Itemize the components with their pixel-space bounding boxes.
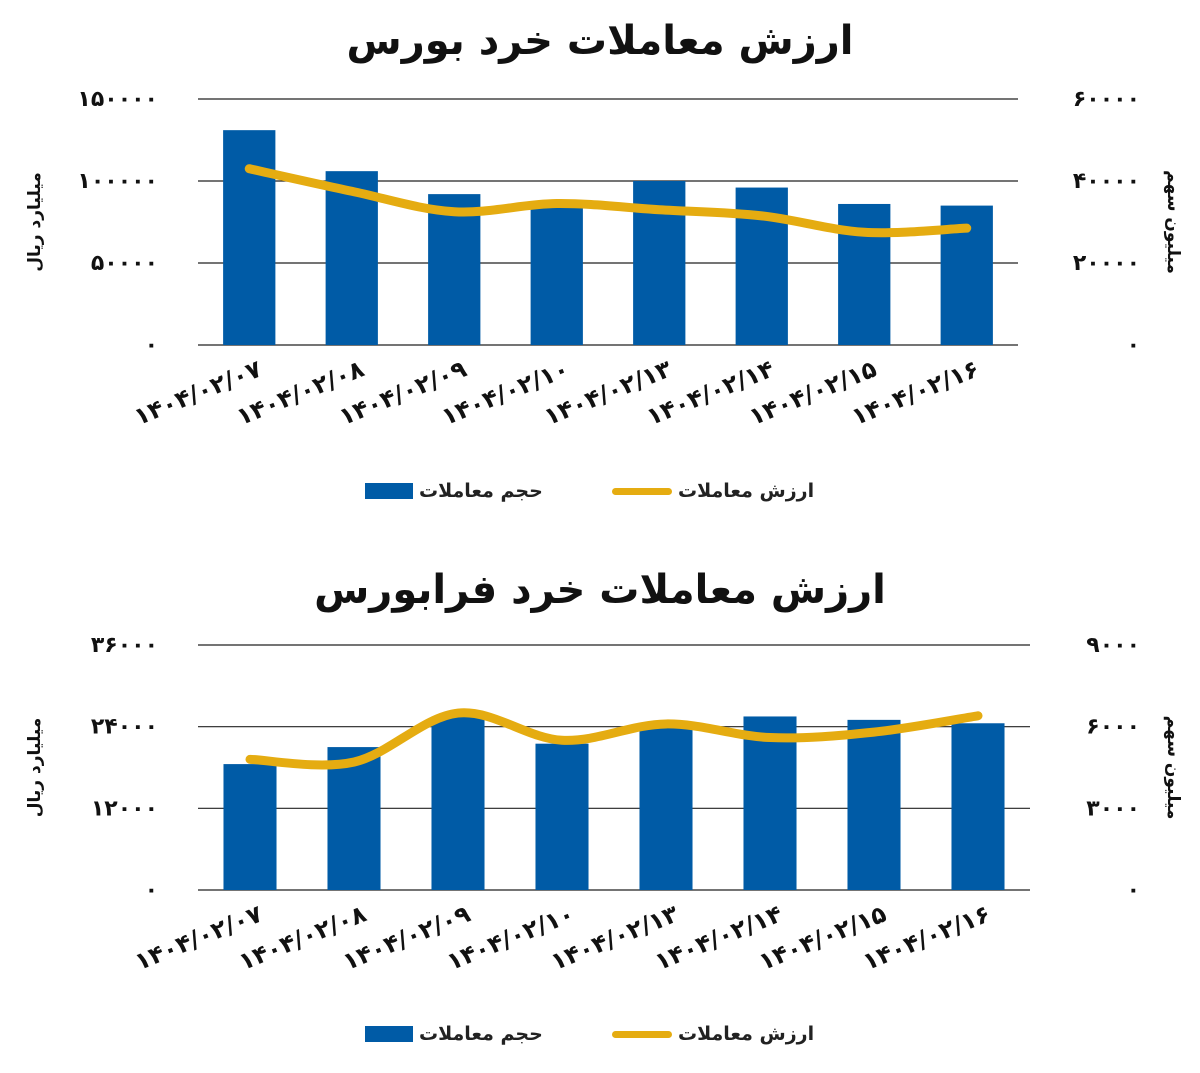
y-right-axis-title: میلیون سهم xyxy=(1163,170,1183,274)
y-left-tick-label: ۰ xyxy=(145,878,158,903)
legend-line-label: ارزش معاملات xyxy=(678,1023,815,1045)
bar xyxy=(223,764,277,890)
legend-bar-label: حجم معاملات xyxy=(419,1023,543,1045)
series-line xyxy=(245,708,983,770)
y-right-tick-label: ۴۰۰۰۰ xyxy=(1073,169,1140,194)
legend-line-label: ارزش معاملات xyxy=(678,480,815,502)
legend-bar-swatch xyxy=(365,483,413,499)
y-right-axis-title: میلیون سهم xyxy=(1163,716,1183,820)
legend-line-swatch xyxy=(612,1030,672,1038)
y-right-tick-label: ۶۰۰۰۰ xyxy=(1073,87,1140,112)
legend-bar-label: حجم معاملات xyxy=(419,480,543,502)
legend-bar-item: حجم معاملات xyxy=(365,480,543,502)
legend: حجم معاملات ارزش معاملات xyxy=(0,480,1200,508)
y-left-tick-label: ۱۵۰۰۰۰ xyxy=(77,87,158,112)
bar xyxy=(639,726,693,890)
legend: حجم معاملات ارزش معاملات xyxy=(0,1023,1200,1051)
bar xyxy=(431,716,485,890)
bar xyxy=(535,743,589,890)
legend-bar-swatch xyxy=(365,1026,413,1042)
bar xyxy=(838,203,891,345)
series-line xyxy=(244,164,972,238)
y-left-tick-label: ۰ xyxy=(145,333,158,358)
legend-line-swatch xyxy=(612,487,672,495)
y-right-tick-label: ۳۰۰۰ xyxy=(1086,796,1140,821)
y-right-tick-label: ۰ xyxy=(1127,878,1140,903)
legend-bar-item: حجم معاملات xyxy=(365,1023,543,1045)
y-left-axis-title: میلیارد ریال xyxy=(25,172,45,271)
y-left-tick-label: ۵۰۰۰۰ xyxy=(91,251,158,276)
y-left-tick-label: ۱۰۰۰۰۰ xyxy=(77,169,158,194)
chart-bourse: ارزش معاملات خرد بورس ۰ ۵۰۰۰۰ ۱۰۰۰۰۰ ۱۵۰۰۰۰… xyxy=(0,0,1200,530)
y-left-tick-label: ۳۶۰۰۰ xyxy=(91,633,158,658)
bar xyxy=(428,194,481,345)
chart-farabourse: ارزش معاملات خرد فرابورس ۰ ۱۲۰۰۰ ۲۴۰۰۰ ۳۶۰۰… xyxy=(0,545,1200,1073)
bar xyxy=(743,716,797,890)
y-right-tick-label: ۶۰۰۰ xyxy=(1086,715,1140,740)
legend-line-item: ارزش معاملات xyxy=(612,1023,814,1045)
chart-title: ارزش معاملات خرد بورس xyxy=(346,18,854,64)
chart-bourse-plot: ۰ ۵۰۰۰۰ ۱۰۰۰۰۰ ۱۵۰۰۰۰ ۰ ۲۰۰۰۰ ۴۰۰۰۰ ۶۰۰۰۰ میلیار… xyxy=(25,87,1183,431)
bar xyxy=(223,130,276,345)
bar xyxy=(951,723,1005,890)
bar xyxy=(325,171,378,345)
chart-farabourse-plot: ۰ ۱۲۰۰۰ ۲۴۰۰۰ ۳۶۰۰۰ ۰ ۳۰۰۰ ۶۰۰۰ ۹۰۰۰ میلیارد ریا… xyxy=(25,633,1183,976)
y-right-tick-label: ۹۰۰۰ xyxy=(1086,633,1140,658)
bar xyxy=(530,202,583,345)
bar xyxy=(327,747,381,890)
y-right-tick-label: ۲۰۰۰۰ xyxy=(1073,251,1140,276)
y-left-tick-label: ۲۴۰۰۰ xyxy=(91,715,158,740)
y-left-tick-label: ۱۲۰۰۰ xyxy=(91,796,158,821)
y-left-axis-title: میلیارد ریال xyxy=(25,718,45,817)
bar xyxy=(847,719,901,890)
y-right-tick-label: ۰ xyxy=(1127,333,1140,358)
chart-title: ارزش معاملات خرد فرابورس xyxy=(314,567,886,613)
legend-line-item: ارزش معاملات xyxy=(612,480,814,502)
